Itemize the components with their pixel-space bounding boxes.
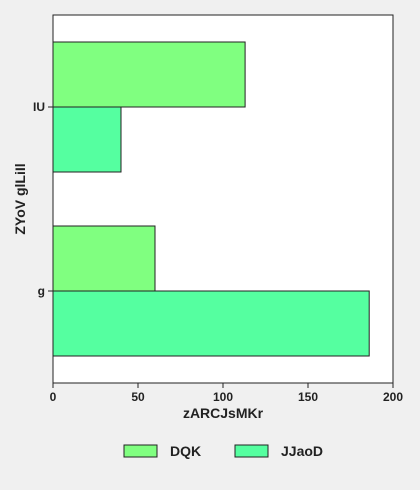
bar-jjaod-iu <box>52 106 122 173</box>
legend-swatch-dqk <box>123 444 158 458</box>
x-axis-label: zARCJsMKr <box>183 405 264 421</box>
bar-dqk-g <box>52 225 156 292</box>
x-tick-label: 200 <box>383 390 403 404</box>
legend-swatch-jjaod <box>234 444 269 458</box>
y-tick-labels: IU g <box>33 100 53 298</box>
bar-dqk-iu <box>52 41 246 108</box>
x-tick-label: 0 <box>50 390 57 404</box>
y-tick-label: IU <box>33 100 45 114</box>
x-tick-label: 150 <box>298 390 318 404</box>
x-tick-label: 100 <box>213 390 233 404</box>
legend: DQK JJaoD <box>123 443 323 459</box>
bar-jjaod-g <box>52 290 370 357</box>
y-tick-label: g <box>38 284 45 298</box>
x-tick-label: 50 <box>131 390 145 404</box>
legend-label-dqk: DQK <box>170 443 201 459</box>
x-ticks: 0 50 100 150 200 <box>50 383 403 404</box>
legend-label-jjaod: JJaoD <box>281 443 323 459</box>
bars-group <box>52 41 370 357</box>
y-axis-label: ZYoV glLiIl <box>12 163 28 234</box>
